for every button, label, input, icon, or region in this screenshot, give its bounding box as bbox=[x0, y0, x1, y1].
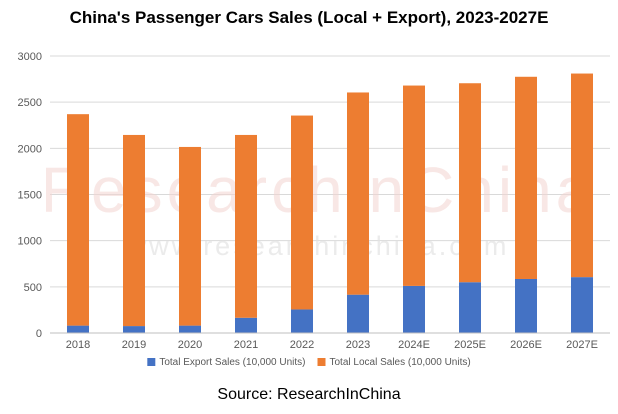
bar-export bbox=[67, 325, 89, 333]
bar-local bbox=[67, 114, 89, 326]
bar-local bbox=[235, 134, 257, 318]
x-tick-label: 2022 bbox=[290, 339, 314, 351]
bar-export bbox=[515, 278, 537, 333]
x-tick-label: 2021 bbox=[234, 339, 258, 351]
x-tick-label: 2026E bbox=[510, 339, 542, 351]
x-tick-label: 2025E bbox=[454, 339, 486, 351]
bar-local bbox=[515, 76, 537, 279]
bar-local bbox=[123, 134, 145, 327]
bar-local bbox=[459, 83, 481, 283]
y-tick-label: 2500 bbox=[18, 97, 42, 109]
bar-export bbox=[123, 326, 145, 333]
y-tick-label: 0 bbox=[36, 328, 42, 340]
bar-export bbox=[291, 309, 313, 333]
legend-label: Total Local Sales (10,000 Units) bbox=[330, 357, 471, 368]
bar-export bbox=[347, 294, 369, 333]
bar-export bbox=[571, 277, 593, 333]
y-tick-label: 500 bbox=[24, 282, 42, 294]
x-tick-label: 2024E bbox=[398, 339, 430, 351]
y-tick-label: 3000 bbox=[18, 51, 42, 63]
source-caption: Source: ResearchInChina bbox=[217, 386, 401, 403]
y-tick-label: 1500 bbox=[18, 190, 42, 202]
bar-export bbox=[179, 325, 201, 333]
bar-local bbox=[291, 115, 313, 310]
bar-local bbox=[571, 73, 593, 278]
bar-local bbox=[347, 92, 369, 295]
x-tick-label: 2019 bbox=[122, 339, 146, 351]
x-tick-label: 2027E bbox=[566, 339, 598, 351]
chart-title: China's Passenger Cars Sales (Local + Ex… bbox=[69, 8, 549, 27]
y-tick-label: 2000 bbox=[18, 143, 42, 155]
bar-export bbox=[235, 317, 257, 333]
x-tick-label: 2020 bbox=[178, 339, 202, 351]
x-tick-label: 2018 bbox=[66, 339, 90, 351]
y-tick-label: 1000 bbox=[18, 236, 42, 248]
bar-export bbox=[459, 282, 481, 333]
bar-local bbox=[403, 85, 425, 286]
bar-export bbox=[403, 285, 425, 333]
legend-swatch bbox=[317, 358, 326, 366]
legend-label: Total Export Sales (10,000 Units) bbox=[159, 357, 305, 368]
bar-local bbox=[179, 146, 201, 326]
x-tick-label: 2023 bbox=[346, 339, 370, 351]
legend-swatch bbox=[147, 358, 156, 366]
